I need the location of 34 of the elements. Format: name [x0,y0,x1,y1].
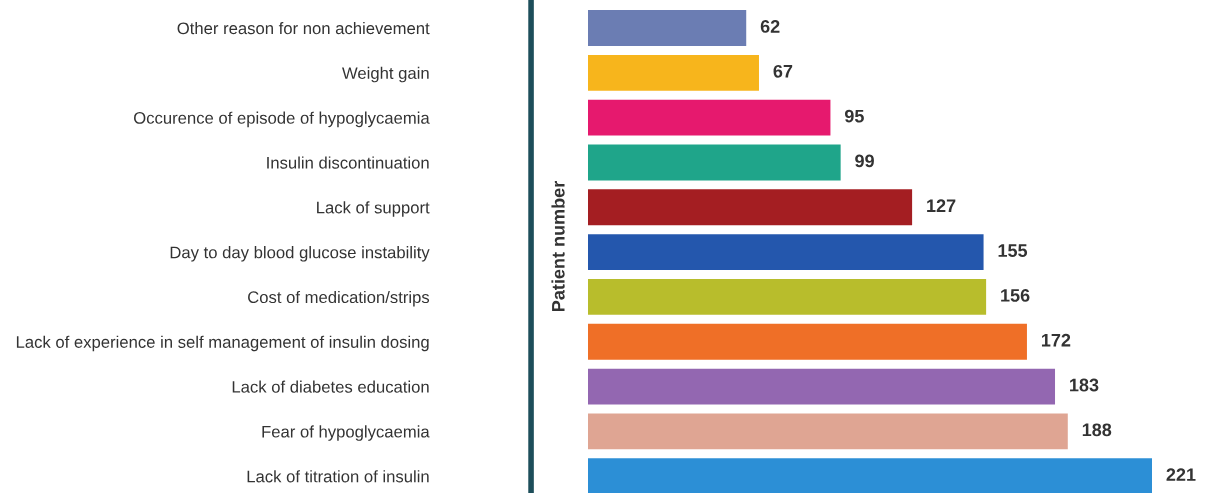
data-label: 67 [773,64,793,78]
y-tick-label: Lack of diabetes education [232,380,429,393]
y-tick-label: Day to day blood glucose instability [170,246,430,262]
y-tick-label: Cost of medication/strips [248,290,430,307]
y-tick-label: Fear of hypoglycaemia [262,425,430,441]
data-label: 99 [855,154,874,168]
bar [588,144,841,181]
data-label: 62 [760,20,780,33]
bar [588,458,1152,493]
y-tick-label: Occurence of episode of hypoglycaemia [134,111,430,128]
bar [588,54,759,91]
y-tick-label: Lack of support [317,201,430,217]
bar [588,10,747,46]
data-label: 221 [1166,468,1196,481]
data-label: 95 [844,109,864,123]
bar [588,189,913,226]
bar [588,413,1068,450]
data-label: 172 [1041,333,1071,347]
y-tick-label: Other reason for non achievement [177,21,430,35]
bar [588,323,1027,360]
y-tick-label: Lack of titration of insulin [247,470,429,483]
bar [588,368,1056,405]
data-label: 155 [998,244,1028,257]
data-label: 127 [927,199,956,212]
y-tick-label: Insulin discontinuation [267,156,429,169]
data-label: 156 [1001,288,1030,302]
y-axis-title: Patient number [551,181,565,311]
bar [588,99,831,136]
y-tick-label: Weight gain [342,66,429,83]
y-tick-label: Lack of experience in self management of insulin dosing [16,335,429,352]
bar [588,278,987,315]
data-label: 188 [1082,423,1112,437]
data-label: 183 [1070,378,1099,392]
bar [588,234,984,271]
